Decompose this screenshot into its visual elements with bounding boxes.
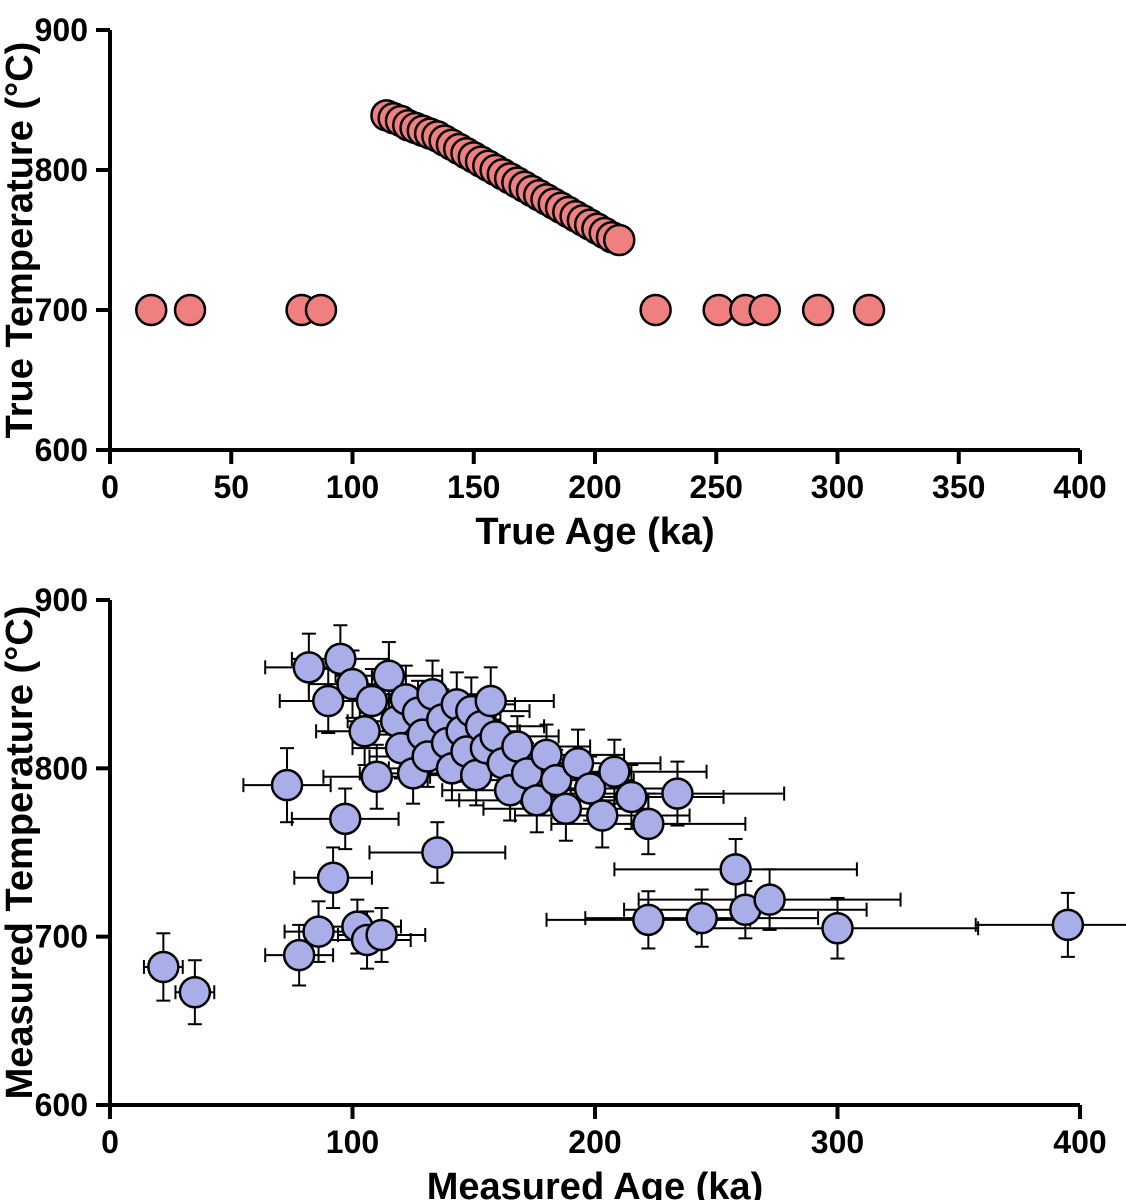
data-point [502, 731, 532, 761]
y-tick-label: 900 [35, 12, 88, 48]
x-tick-label: 400 [1053, 469, 1106, 505]
markers [148, 644, 1083, 1007]
x-tick-label: 150 [447, 469, 500, 505]
data-point [854, 295, 884, 325]
y-tick-label: 700 [35, 292, 88, 328]
x-axis-title: True Age (ka) [475, 511, 714, 553]
data-point [367, 920, 397, 950]
data-point [641, 295, 671, 325]
data-point [476, 686, 506, 716]
x-tick-label: 400 [1053, 1124, 1106, 1160]
data-point [604, 225, 634, 255]
data-point [175, 295, 205, 325]
data-point [803, 295, 833, 325]
charts-svg: 050100150200250300350400600700800900True… [0, 0, 1126, 1200]
figure-container: 050100150200250300350400600700800900True… [0, 0, 1126, 1200]
data-point [330, 804, 360, 834]
data-point [551, 794, 581, 824]
data-point [136, 295, 166, 325]
data-point [362, 762, 392, 792]
data-point [422, 838, 452, 868]
x-tick-label: 350 [932, 469, 985, 505]
axes: 0 100 200 300 400 600 700 800 900 Measured Age (k… [0, 582, 1107, 1200]
data-point [304, 917, 334, 947]
x-axis-title: Measured Age (ka) [427, 1166, 763, 1200]
data-point [750, 295, 780, 325]
x-tick-label: 0 [101, 469, 119, 505]
data-point [148, 952, 178, 982]
data-point [272, 770, 302, 800]
markers [136, 100, 884, 325]
y-tick-label: 700 [35, 919, 88, 955]
x-tick-label: 300 [811, 469, 864, 505]
x-tick-label: 300 [811, 1124, 864, 1160]
y-axis-title: True Temperature (°C) [0, 42, 41, 439]
data-point [633, 905, 663, 935]
y-tick-label: 900 [35, 582, 88, 618]
data-point [318, 863, 348, 893]
data-point [823, 913, 853, 943]
x-tick-label: 200 [568, 469, 621, 505]
x-tick-label: 200 [568, 1124, 621, 1160]
y-tick-label: 600 [35, 432, 88, 468]
data-point [1053, 910, 1083, 940]
y-tick-label: 800 [35, 152, 88, 188]
data-point [616, 782, 646, 812]
data-point [662, 779, 692, 809]
x-tick-label: 100 [326, 469, 379, 505]
y-tick-label: 800 [35, 750, 88, 786]
x-tick-label: 50 [213, 469, 249, 505]
data-point [180, 977, 210, 1007]
x-tick-label: 100 [326, 1124, 379, 1160]
data-point [294, 652, 324, 682]
data-point [350, 716, 380, 746]
data-point [721, 854, 751, 884]
axes: 050100150200250300350400600700800900True… [0, 12, 1107, 553]
y-tick-label: 600 [35, 1087, 88, 1123]
data-point [755, 885, 785, 915]
x-tick-label: 250 [690, 469, 743, 505]
x-tick-label: 0 [101, 1124, 119, 1160]
data-point [633, 809, 663, 839]
data-point [306, 295, 336, 325]
y-axis-title: Measured Temperature (°C) [0, 606, 41, 1100]
data-point [687, 903, 717, 933]
data-point [587, 800, 617, 830]
